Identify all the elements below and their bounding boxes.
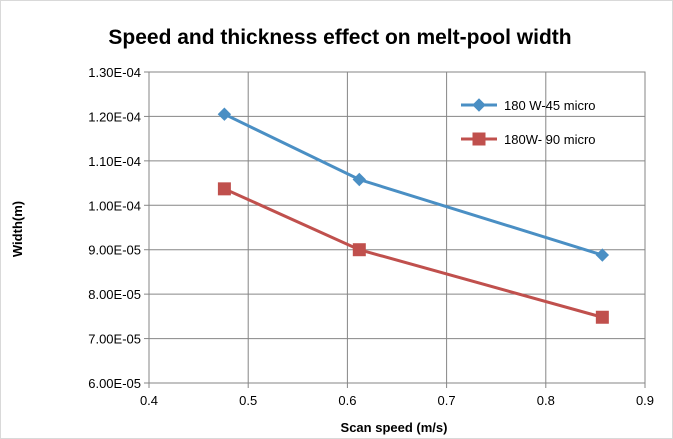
legend-marker xyxy=(472,98,486,112)
legend-label: 180 W-45 micro xyxy=(504,98,596,113)
x-tick-label: 0.6 xyxy=(338,393,356,408)
y-tick-label: 1.30E-04 xyxy=(88,65,141,80)
y-axis-ticks: 6.00E-05 7.00E-05 8.00E-05 9.00E-05 1.00E-04… xyxy=(88,65,149,391)
x-tick-label: 0.7 xyxy=(438,393,456,408)
series-layer xyxy=(217,107,610,324)
legend: 180 W-45 micro 180W- 90 micro xyxy=(461,98,596,147)
x-tick-label: 0.5 xyxy=(239,393,257,408)
y-tick-label: 1.00E-04 xyxy=(88,198,141,213)
series-1 xyxy=(217,107,610,262)
y-axis-title: Width(m) xyxy=(10,201,25,257)
legend-label: 180W- 90 micro xyxy=(504,132,596,147)
data-point xyxy=(217,182,231,196)
y-tick-label: 1.20E-04 xyxy=(88,109,141,124)
y-tick-label: 1.10E-04 xyxy=(88,154,141,169)
series-2 xyxy=(217,182,609,324)
x-tick-label: 0.9 xyxy=(636,393,654,408)
data-point xyxy=(352,172,367,187)
data-point xyxy=(595,310,609,324)
x-axis-title: Scan speed (m/s) xyxy=(341,420,448,435)
x-tick-label: 0.8 xyxy=(537,393,555,408)
legend-marker xyxy=(472,132,486,146)
legend-item: 180W- 90 micro xyxy=(461,132,596,147)
chart-title: Speed and thickness effect on melt-pool … xyxy=(108,26,571,49)
y-tick-label: 8.00E-05 xyxy=(88,287,141,302)
x-tick-label: 0.4 xyxy=(140,393,158,408)
legend-item: 180 W-45 micro xyxy=(461,98,596,113)
y-tick-label: 9.00E-05 xyxy=(88,243,141,258)
plot-area xyxy=(148,71,646,384)
y-tick-label: 7.00E-05 xyxy=(88,332,141,347)
data-point xyxy=(217,107,232,121)
data-point xyxy=(352,243,366,257)
data-point xyxy=(595,248,610,262)
x-axis-ticks: 0.4 0.5 0.6 0.7 0.8 0.9 xyxy=(140,383,654,408)
y-tick-label: 6.00E-05 xyxy=(88,376,141,391)
